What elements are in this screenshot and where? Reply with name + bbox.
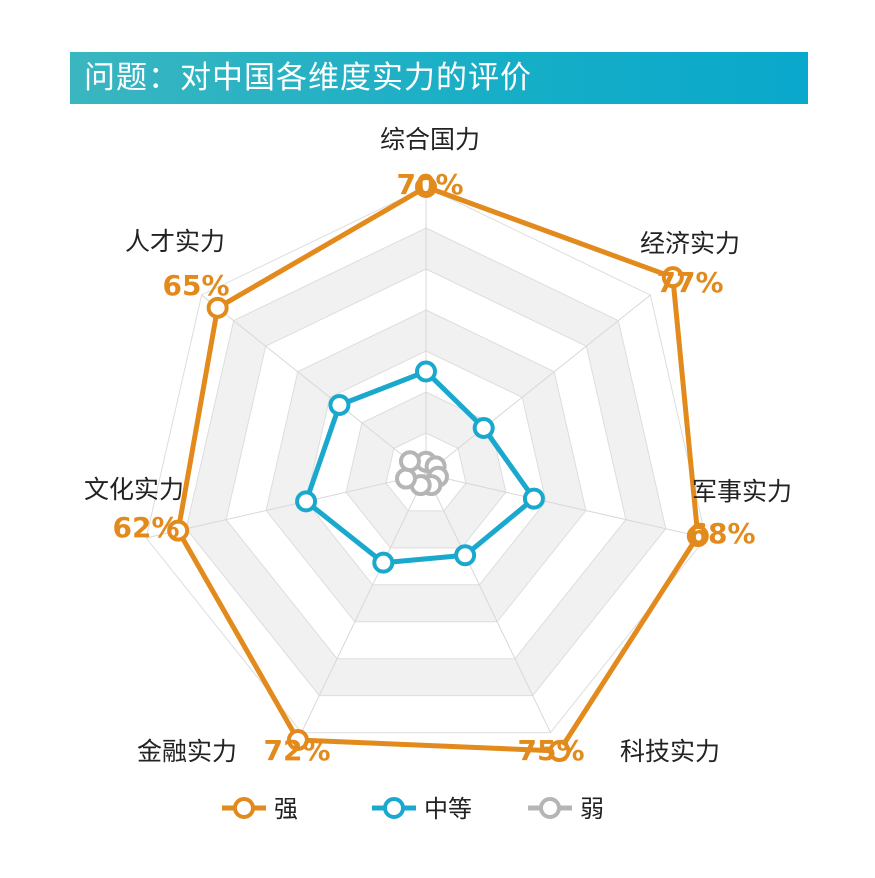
data-point bbox=[686, 525, 709, 548]
legend-entry: 强 bbox=[274, 795, 298, 823]
grid-spoke bbox=[425, 473, 706, 539]
grid-spoke bbox=[301, 473, 427, 733]
data-point bbox=[454, 544, 477, 567]
grid-spoke bbox=[146, 473, 427, 539]
data-point bbox=[286, 728, 309, 751]
legend-swatch-marker bbox=[539, 797, 561, 819]
value-label: 75% bbox=[517, 734, 584, 767]
value-label: 72% bbox=[263, 734, 330, 767]
data-point bbox=[415, 360, 437, 383]
data-point bbox=[548, 740, 571, 763]
data-point bbox=[661, 266, 684, 289]
axis-label: 科技实力 bbox=[620, 737, 720, 766]
axis-label: 金融实力 bbox=[137, 737, 237, 766]
axis-label: 经济实力 bbox=[640, 229, 740, 258]
data-point bbox=[472, 416, 495, 439]
chart-title: 问题：对中国各维度实力的评价 bbox=[84, 60, 532, 96]
data-point bbox=[398, 450, 421, 473]
legend-swatch-marker bbox=[233, 797, 255, 819]
value-label: 62% bbox=[112, 511, 179, 544]
value-label: 68% bbox=[688, 517, 755, 550]
value-label: 77% bbox=[656, 266, 723, 299]
legend: 强 中等 弱 bbox=[222, 795, 604, 823]
axis-label: 文化实力 bbox=[84, 475, 184, 504]
legend-swatch-marker bbox=[383, 797, 405, 819]
radar-series bbox=[167, 176, 709, 763]
data-point bbox=[206, 296, 229, 319]
legend-entry: 弱 bbox=[580, 795, 604, 823]
axis-label: 军事实力 bbox=[692, 477, 792, 506]
axis-label: 综合国力 bbox=[380, 125, 480, 154]
grid-spoke bbox=[425, 473, 551, 733]
data-point bbox=[395, 467, 418, 490]
value-label: 65% bbox=[162, 269, 229, 302]
data-point bbox=[372, 551, 395, 574]
title-banner bbox=[70, 52, 808, 104]
value-label: 70% bbox=[396, 168, 463, 201]
data-point bbox=[522, 487, 545, 510]
data-point bbox=[415, 176, 437, 198]
data-point bbox=[328, 393, 351, 416]
series-line-中等 bbox=[303, 369, 537, 566]
radar-labels: 综合国力 70% 经济实力 77% 军事实力 68% 科技实力 75% 金融实力 72% 文化实力 6… bbox=[84, 125, 792, 767]
legend-entry: 中等 bbox=[424, 795, 472, 823]
axis-label: 人才实力 bbox=[125, 227, 225, 256]
data-point bbox=[295, 490, 318, 513]
data-point bbox=[167, 519, 190, 542]
series-line-强 bbox=[175, 184, 701, 754]
grid-spoke bbox=[201, 294, 427, 475]
grid-spoke bbox=[425, 294, 651, 475]
